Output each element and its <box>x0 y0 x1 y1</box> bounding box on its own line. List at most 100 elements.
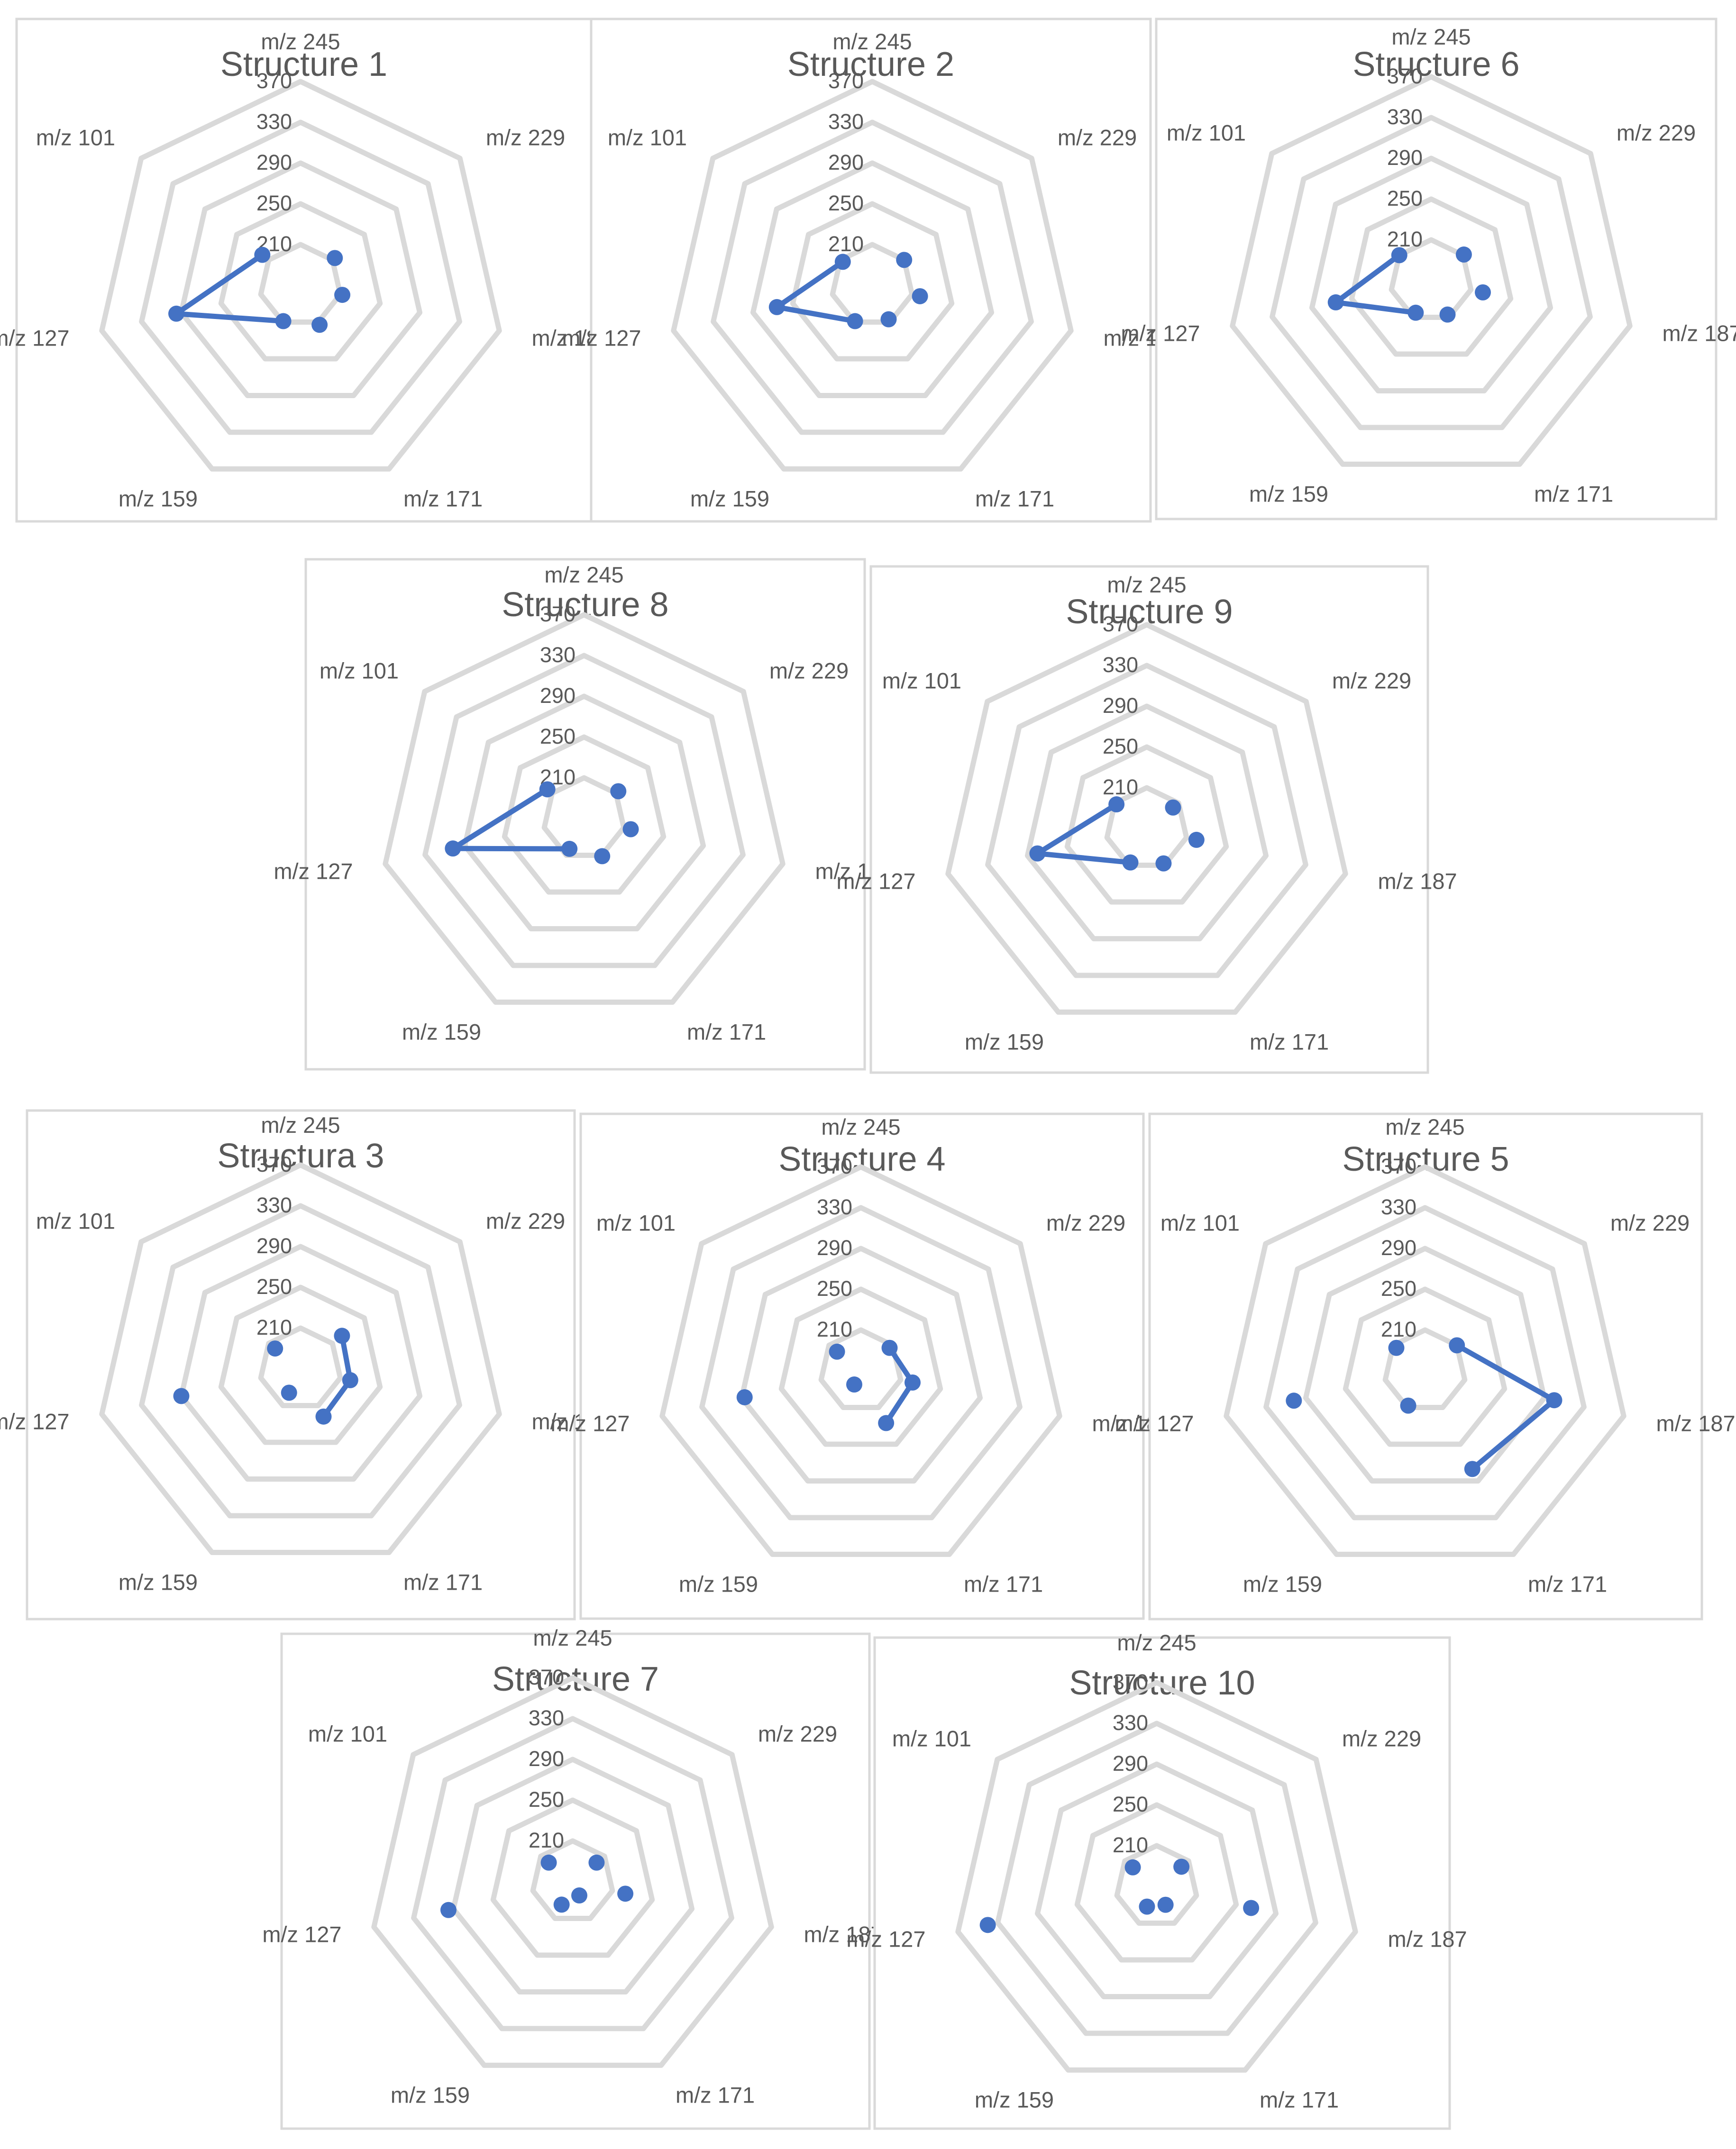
data-point-marker <box>1165 799 1181 816</box>
grid-ring <box>1349 196 1514 357</box>
grid-ring <box>178 160 423 398</box>
category-label: m/z 101 <box>36 1208 115 1233</box>
category-label: m/z 171 <box>687 1019 766 1044</box>
grid-ring <box>790 201 955 362</box>
radial-tick-label: 330 <box>1113 1711 1148 1735</box>
data-point-marker <box>1243 1900 1260 1916</box>
data-point-marker <box>610 783 627 800</box>
radial-tick-label: 370 <box>529 1665 564 1689</box>
data-point-marker <box>594 848 611 865</box>
data-point-marker <box>896 252 913 268</box>
radial-tick-label: 210 <box>1381 1317 1416 1341</box>
data-point-marker <box>1546 1392 1562 1409</box>
category-label: m/z 229 <box>769 658 849 683</box>
radial-tick-label: 290 <box>1381 1236 1416 1260</box>
grid-ring <box>411 1716 734 2031</box>
data-point-marker <box>1464 1461 1480 1477</box>
category-label: m/z 187 <box>804 1921 883 1947</box>
panel-border <box>873 1636 1451 2130</box>
radial-tick-label: 250 <box>1113 1792 1148 1816</box>
series-line-segment <box>1034 801 1119 856</box>
series-line-segment <box>450 786 550 851</box>
radial-tick-label: 370 <box>817 1154 852 1178</box>
category-label: m/z 171 <box>1260 2087 1339 2112</box>
category-label: m/z 159 <box>119 486 198 511</box>
category-label: m/z 245 <box>1385 1114 1464 1139</box>
chart-title: Structure 1 <box>220 46 387 83</box>
series-line-segment <box>1034 851 1133 865</box>
category-label: m/z 127 <box>0 1409 70 1434</box>
category-label: m/z 127 <box>1121 320 1200 346</box>
grid-ring <box>218 201 383 362</box>
chart-title: Structura 3 <box>217 1137 384 1175</box>
category-label: m/z 127 <box>0 325 70 350</box>
grid-ring <box>1270 115 1593 430</box>
grid-ring <box>178 1244 423 1482</box>
data-point-marker <box>1388 1339 1405 1356</box>
data-point-marker <box>168 305 184 322</box>
radial-tick-label: 330 <box>256 109 292 134</box>
data-point-marker <box>1173 1858 1190 1875</box>
category-label: m/z 101 <box>608 125 687 150</box>
category-label: m/z 159 <box>391 2082 470 2107</box>
category-label: m/z 101 <box>892 1726 971 1751</box>
grid-ring <box>1263 1205 1587 1521</box>
radial-tick-label: 370 <box>256 1152 292 1176</box>
grid-ring <box>1230 74 1633 467</box>
category-label: m/z 101 <box>882 668 961 693</box>
data-point-marker <box>1286 1393 1302 1409</box>
category-label: m/z 159 <box>679 1571 758 1596</box>
series-line-segment <box>883 1380 915 1426</box>
data-point-marker <box>1108 796 1125 813</box>
category-label: m/z 159 <box>1249 481 1328 506</box>
data-point-marker <box>736 1389 753 1405</box>
grid-ring <box>1309 155 1553 393</box>
data-point-marker <box>1155 855 1172 872</box>
radial-tick-label: 290 <box>828 150 864 174</box>
radial-tick-label: 250 <box>256 1275 292 1299</box>
panel-border <box>590 18 1152 523</box>
category-label: m/z 229 <box>1617 120 1696 145</box>
radial-tick-label: 330 <box>1103 653 1138 677</box>
radial-tick-label: 250 <box>1387 186 1423 210</box>
panel-border <box>26 1109 576 1621</box>
radial-tick-label: 290 <box>256 1234 292 1258</box>
data-point-marker <box>1124 1859 1141 1876</box>
grid-ring <box>945 622 1348 1015</box>
category-label: m/z 229 <box>1058 125 1137 150</box>
grid-ring <box>1034 1761 1279 1999</box>
category-label: m/z 245 <box>1107 572 1186 597</box>
category-label: m/z 245 <box>544 562 623 587</box>
category-label: m/z 159 <box>965 1029 1044 1054</box>
data-point-marker <box>1122 854 1139 871</box>
data-point-marker <box>334 287 351 303</box>
data-point-marker <box>880 311 897 328</box>
panel-border <box>1148 1112 1703 1621</box>
category-label: m/z 101 <box>36 125 115 150</box>
radial-tick-label: 210 <box>1113 1833 1148 1857</box>
radial-tick-label: 330 <box>529 1706 564 1730</box>
data-point-marker <box>829 1343 845 1360</box>
category-label: m/z 229 <box>486 125 565 150</box>
panel-border <box>15 18 593 523</box>
radial-tick-label: 250 <box>540 724 576 748</box>
category-label: m/z 127 <box>562 325 641 350</box>
radial-tick-label: 290 <box>529 1747 564 1771</box>
data-point-marker <box>311 317 328 333</box>
radial-tick-label: 290 <box>256 150 292 174</box>
category-label: m/z 159 <box>119 1569 198 1594</box>
radial-tick-label: 290 <box>540 683 576 708</box>
category-label: m/z 245 <box>1391 24 1471 49</box>
data-point-marker <box>561 840 578 857</box>
radial-tick-label: 330 <box>828 109 864 134</box>
radial-tick-label: 330 <box>1387 105 1423 129</box>
category-label: m/z 127 <box>1115 1411 1194 1436</box>
radial-tick-label: 330 <box>817 1195 852 1219</box>
panel-border <box>869 565 1429 1074</box>
grid-ring <box>99 1162 502 1555</box>
category-label: m/z 159 <box>975 2087 1054 2112</box>
grid-ring <box>490 1797 655 1958</box>
data-point-marker <box>254 246 271 263</box>
category-label: m/z 127 <box>262 1921 341 1947</box>
